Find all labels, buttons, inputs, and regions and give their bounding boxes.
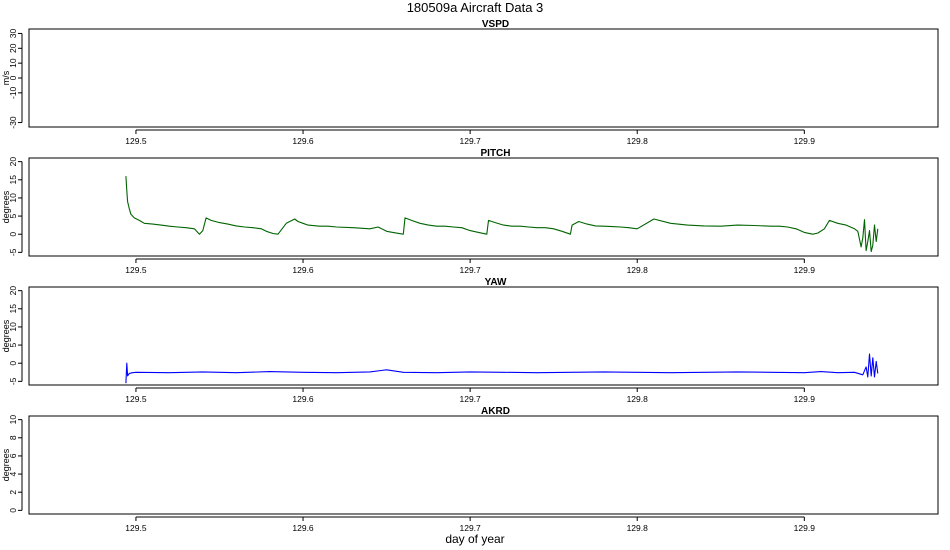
y-axis-label: degrees — [1, 448, 11, 481]
panel-frame — [28, 286, 939, 386]
figure-title: 180509a Aircraft Data 3 — [407, 0, 544, 15]
x-tick-label: 129.9 — [794, 136, 816, 146]
y-tick-label: -5 — [8, 377, 18, 385]
x-tick-label: 129.7 — [459, 394, 481, 404]
y-tick-label: 15 — [8, 175, 18, 185]
y-tick-label: 0 — [8, 75, 18, 80]
y-tick-label: 8 — [8, 435, 18, 440]
panel-title: YAW — [485, 277, 507, 288]
y-tick-label: -30 — [8, 116, 18, 129]
pitch-series-line — [125, 176, 879, 253]
y-tick-label: 20 — [8, 43, 18, 53]
x-tick-label: 129.9 — [794, 265, 816, 275]
x-tick-label: 129.8 — [627, 136, 649, 146]
y-tick-label: 6 — [8, 453, 18, 458]
x-tick-label: 129.9 — [794, 523, 816, 533]
y-tick-label: 0 — [8, 232, 18, 237]
y-tick-label: 4 — [8, 471, 18, 476]
y-tick-label: 30 — [8, 28, 18, 38]
x-tick-label: 129.5 — [125, 136, 147, 146]
panel-frame — [28, 28, 939, 128]
x-tick-label: 129.8 — [627, 394, 649, 404]
y-tick-label: 10 — [8, 193, 18, 203]
panel-title: AKRD — [481, 406, 510, 417]
y-tick-label: 15 — [8, 304, 18, 314]
x-tick-label: 129.6 — [292, 265, 314, 275]
panel-pitch: PITCH -5 0 5 10 15 20 degrees 129.5 129.6 129.7 129… — [1, 148, 939, 275]
x-tick-label: 129.7 — [459, 523, 481, 533]
y-tick-label: 5 — [8, 342, 18, 347]
x-tick-label: 129.9 — [794, 394, 816, 404]
x-tick-label: 129.7 — [459, 265, 481, 275]
y-tick-label: 10 — [8, 322, 18, 332]
x-tick-label: 129.5 — [125, 523, 147, 533]
y-tick-label: -10 — [8, 86, 18, 99]
y-tick-label: 5 — [8, 213, 18, 218]
panel-title: PITCH — [481, 148, 511, 159]
x-tick-label: 129.8 — [627, 265, 649, 275]
panel-title: VSPD — [482, 19, 509, 30]
x-tick-label: 129.5 — [125, 265, 147, 275]
y-axis-label: m/s — [1, 70, 11, 85]
y-axis-label: degrees — [1, 190, 11, 223]
x-tick-label: 129.5 — [125, 394, 147, 404]
panel-vspd: VSPD -30 -10 0 10 20 30 m/s 129.5 129.6 129.7 129.8… — [1, 19, 939, 146]
y-tick-label: 20 — [8, 286, 18, 296]
x-tick-label: 129.6 — [292, 136, 314, 146]
x-tick-label: 129.6 — [292, 394, 314, 404]
x-axis-label: day of year — [445, 532, 504, 546]
y-tick-label: 2 — [8, 490, 18, 495]
x-tick-label: 129.8 — [627, 523, 649, 533]
x-tick-label: 129.7 — [459, 136, 481, 146]
yaw-series-line — [125, 353, 879, 384]
y-axis-label: degrees — [1, 319, 11, 352]
panel-yaw: YAW -5 0 5 10 15 20 degrees 129.5 129.6 129.7 129.8… — [1, 277, 939, 404]
panel-akrd: AKRD 0 2 4 6 8 10 degrees 129.5 129.6 129.7 129.8 12… — [1, 406, 939, 533]
y-tick-label: 0 — [8, 508, 18, 513]
y-tick-label: 0 — [8, 361, 18, 366]
y-tick-label: -5 — [8, 248, 18, 256]
x-tick-label: 129.6 — [292, 523, 314, 533]
panel-frame — [28, 157, 939, 257]
panel-frame — [28, 415, 939, 515]
y-tick-label: 10 — [8, 415, 18, 425]
y-tick-label: 10 — [8, 58, 18, 68]
y-tick-label: 20 — [8, 157, 18, 167]
